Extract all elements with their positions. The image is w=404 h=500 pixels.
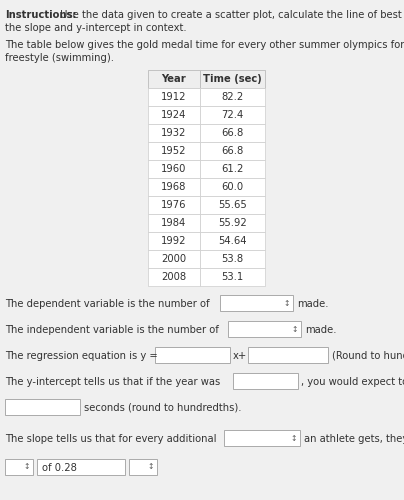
Text: The table below gives the gold medal time for every other summer olympics for th: The table below gives the gold medal tim… <box>5 40 404 50</box>
Text: 1932: 1932 <box>161 128 187 138</box>
Bar <box>5 459 33 475</box>
Text: 60.0: 60.0 <box>221 182 244 192</box>
Bar <box>37 459 125 475</box>
Bar <box>148 178 200 196</box>
Text: Time (sec): Time (sec) <box>203 74 262 84</box>
Text: x+: x+ <box>233 351 247 361</box>
Text: 1912: 1912 <box>161 92 187 102</box>
Text: an athlete gets, they would expect a/an: an athlete gets, they would expect a/an <box>304 434 404 444</box>
Bar <box>220 295 293 311</box>
Text: Use the data given to create a scatter plot, calculate the line of best fit and : Use the data given to create a scatter p… <box>57 10 404 20</box>
Bar <box>200 268 265 286</box>
Text: the slope and y-intercept in context.: the slope and y-intercept in context. <box>5 23 187 33</box>
Text: 53.1: 53.1 <box>221 272 244 282</box>
Bar <box>148 160 200 178</box>
Bar <box>200 142 265 160</box>
Text: The y-intercept tells us that if the year was: The y-intercept tells us that if the yea… <box>5 377 220 387</box>
Text: 61.2: 61.2 <box>221 164 244 174</box>
Bar <box>200 178 265 196</box>
Bar <box>200 160 265 178</box>
Text: ↕: ↕ <box>284 298 290 308</box>
Text: 55.92: 55.92 <box>218 218 247 228</box>
Text: Year: Year <box>162 74 186 84</box>
Bar <box>5 399 80 415</box>
Bar <box>200 88 265 106</box>
Text: made.: made. <box>297 299 328 309</box>
Text: 82.2: 82.2 <box>221 92 244 102</box>
Text: The dependent variable is the number of: The dependent variable is the number of <box>5 299 210 309</box>
Text: made.: made. <box>305 325 337 335</box>
Bar <box>224 430 300 446</box>
Bar <box>148 124 200 142</box>
Bar <box>148 88 200 106</box>
Text: 2008: 2008 <box>162 272 187 282</box>
Text: The regression equation is y =: The regression equation is y = <box>5 351 158 361</box>
Bar <box>148 232 200 250</box>
Text: seconds (round to hundredths).: seconds (round to hundredths). <box>84 403 242 413</box>
Text: 1924: 1924 <box>161 110 187 120</box>
Text: 2000: 2000 <box>162 254 187 264</box>
Bar <box>200 232 265 250</box>
Text: freestyle (swimming).: freestyle (swimming). <box>5 53 114 63</box>
Bar <box>155 347 230 363</box>
Text: 55.65: 55.65 <box>218 200 247 210</box>
Text: 1960: 1960 <box>161 164 187 174</box>
Text: 1968: 1968 <box>161 182 187 192</box>
Text: 1992: 1992 <box>161 236 187 246</box>
Bar <box>148 70 200 88</box>
Text: 1976: 1976 <box>161 200 187 210</box>
Text: 72.4: 72.4 <box>221 110 244 120</box>
Text: 54.64: 54.64 <box>218 236 247 246</box>
Text: Instructions:: Instructions: <box>5 10 76 20</box>
Bar <box>200 106 265 124</box>
Bar <box>148 196 200 214</box>
Bar <box>200 196 265 214</box>
Text: (Round to hundredths.): (Round to hundredths.) <box>332 351 404 361</box>
Bar <box>148 142 200 160</box>
Bar <box>228 321 301 337</box>
Bar <box>148 268 200 286</box>
Bar <box>248 347 328 363</box>
Text: of 0.28: of 0.28 <box>42 463 77 473</box>
Bar <box>148 250 200 268</box>
Bar <box>148 214 200 232</box>
Bar <box>200 250 265 268</box>
Text: 66.8: 66.8 <box>221 146 244 156</box>
Bar <box>233 373 298 389</box>
Text: ↕: ↕ <box>292 324 298 334</box>
Bar <box>129 459 157 475</box>
Text: The slope tells us that for every additional: The slope tells us that for every additi… <box>5 434 217 444</box>
Bar <box>148 106 200 124</box>
Text: ↕: ↕ <box>24 462 30 471</box>
Text: 53.8: 53.8 <box>221 254 244 264</box>
Bar <box>200 70 265 88</box>
Text: , you would expect to the time to be: , you would expect to the time to be <box>301 377 404 387</box>
Text: ↕: ↕ <box>291 434 297 442</box>
Text: ↕: ↕ <box>148 462 154 471</box>
Text: 1984: 1984 <box>161 218 187 228</box>
Bar <box>200 124 265 142</box>
Text: 1952: 1952 <box>161 146 187 156</box>
Text: 66.8: 66.8 <box>221 128 244 138</box>
Text: The independent variable is the number of: The independent variable is the number o… <box>5 325 219 335</box>
Bar <box>200 214 265 232</box>
